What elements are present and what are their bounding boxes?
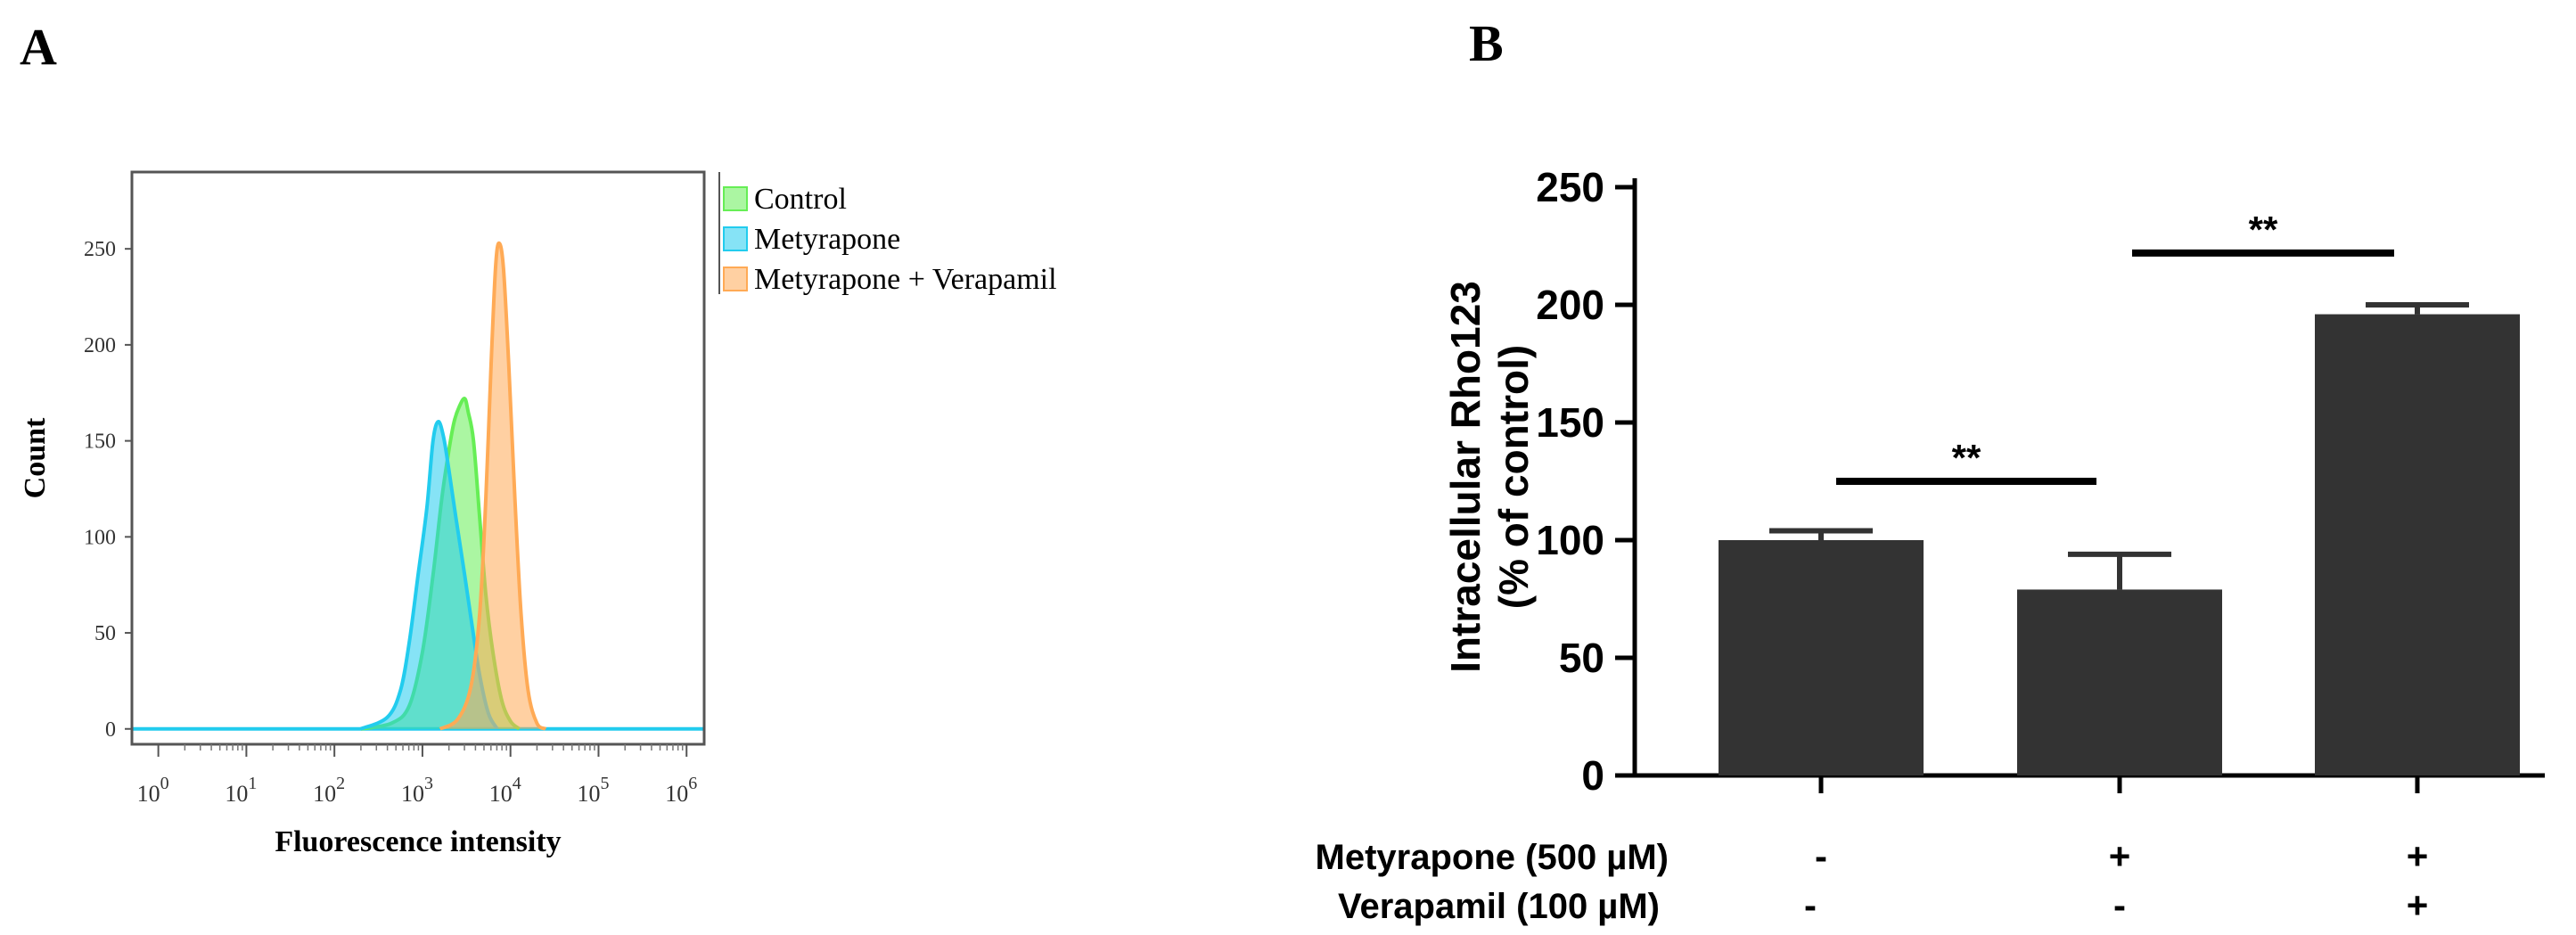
treatment-row-label-metyrapone: Metyrapone (500 µM) [1316, 838, 1669, 877]
bar-y-axis: 0 50 100 150 200 250 [1536, 164, 1637, 799]
histogram-x-tick-exponent: 5 [600, 774, 609, 793]
histogram-x-tick-label: 105 [577, 774, 609, 807]
histogram-y-tick-label: 200 [84, 334, 116, 357]
bar-y-tick-label: 0 [1581, 752, 1604, 799]
histogram-y-tick-label: 250 [84, 238, 116, 261]
bar-y-tick-label: 100 [1536, 517, 1604, 563]
significance-label-0: ** [1952, 437, 1981, 479]
condition-verapamil-2: + [2407, 884, 2429, 926]
condition-metyrapone-2: + [2407, 835, 2429, 877]
panel-label-a: A [20, 18, 57, 76]
legend-swatch-0 [723, 186, 748, 211]
bar-y-tick-label: 250 [1536, 164, 1604, 210]
bar-y-axis-label-line2: (% of control) [1490, 345, 1537, 609]
bar-y-tick-label: 150 [1536, 399, 1604, 446]
bar-2 [2315, 314, 2520, 775]
condition-verapamil-1: - [2113, 884, 2126, 926]
histogram-y-tick-label: 150 [84, 431, 116, 454]
bar-y-axis-label-group: Intracellular Rho123 (% of control) [1442, 281, 1537, 673]
histogram-y-axis: 0 50 100 150 200 250 [84, 238, 132, 742]
histogram-x-tick-label: 103 [401, 774, 433, 807]
condition-verapamil-0: - [1804, 884, 1817, 926]
histogram-y-tick-label: 0 [105, 718, 116, 742]
bar-chart: 0 50 100 150 200 250 ** ** Intracellular Rho12… [1316, 164, 2545, 926]
condition-metyrapone-0: - [1815, 835, 1827, 877]
condition-metyrapone-1: + [2109, 835, 2131, 877]
bar-0 [1719, 540, 1924, 775]
histogram-x-tick-exponent: 3 [424, 774, 433, 793]
histogram-area-1 [360, 422, 497, 729]
significance-brackets: ** ** [1836, 209, 2394, 485]
bar-y-tick-label: 50 [1559, 635, 1604, 681]
bar-x-ticks [1818, 775, 2420, 793]
histogram-x-tick-exponent: 6 [688, 774, 697, 793]
histogram-y-axis-label: Count [19, 417, 52, 498]
panel-label-b: B [1469, 14, 1504, 72]
histogram-x-tick-exponent: 1 [248, 774, 257, 793]
legend-label-1: Metyrapone [754, 223, 900, 256]
histogram-series-group [132, 241, 704, 731]
histogram-x-tick-exponent: 4 [513, 774, 521, 793]
histogram-x-axis: 100 101 102 103 104 105 106 [137, 744, 697, 807]
histogram-y-tick-label: 50 [94, 622, 116, 645]
histogram-line-1 [360, 420, 499, 731]
histogram-y-tick-label: 100 [84, 526, 116, 549]
bar-y-axis-label-line1: Intracellular Rho123 [1442, 281, 1489, 673]
treatment-row-label-verapamil: Verapamil (100 µM) [1338, 887, 1660, 926]
histogram-x-tick-label: 101 [225, 774, 257, 807]
legend-swatch-1 [723, 226, 748, 251]
legend-swatch-2 [723, 267, 748, 291]
histogram-x-tick-exponent: 0 [160, 774, 169, 793]
treatment-conditions: - - + - + + [1804, 835, 2428, 926]
bar-series [1719, 302, 2520, 775]
histogram-x-tick-label: 106 [665, 774, 697, 807]
significance-label-1: ** [2249, 209, 2278, 250]
histogram-x-tick-label: 104 [489, 774, 521, 807]
histogram-x-tick-label: 100 [137, 774, 169, 807]
histogram-line-2 [439, 241, 547, 731]
legend-label-2: Metyrapone + Verapamil [754, 263, 1057, 296]
histogram-x-axis-label: Fluorescence intensity [275, 825, 561, 858]
histogram-x-tick-exponent: 2 [336, 774, 345, 793]
histogram-legend: Control Metyrapone Metyrapone + Verapamil [718, 172, 1057, 296]
bar-1 [2017, 589, 2222, 775]
legend-label-0: Control [754, 183, 847, 216]
histogram-x-tick-label: 102 [313, 774, 345, 807]
bar-y-tick-label: 200 [1536, 282, 1604, 328]
